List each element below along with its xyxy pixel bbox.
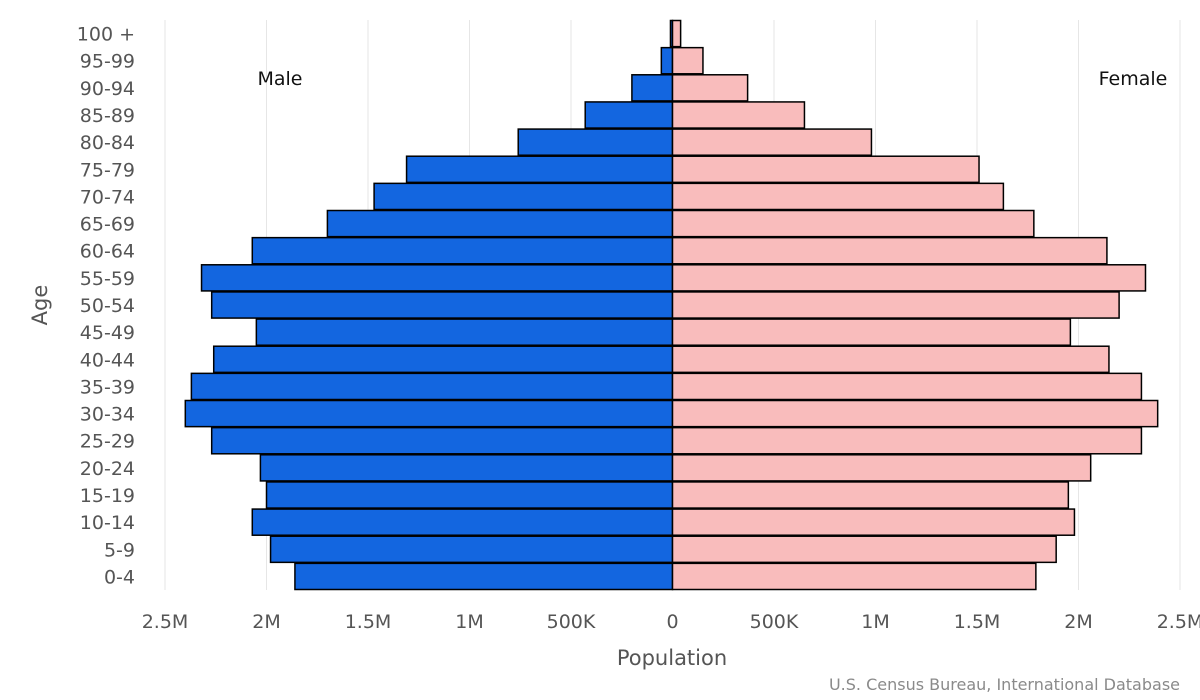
x-tick-label: 500K (750, 611, 799, 633)
x-tick-label: 500K (547, 611, 596, 633)
y-tick-label: 15-19 (80, 485, 135, 507)
x-axis-title: Population (617, 646, 727, 670)
y-tick-label: 70-74 (80, 186, 135, 208)
male-bar-75-79[interactable] (405, 155, 674, 184)
y-tick-label: 85-89 (80, 105, 135, 127)
x-tick-label: 1M (861, 611, 889, 633)
male-bar-80-84[interactable] (517, 128, 674, 156)
female-bar-90-94[interactable] (671, 74, 749, 102)
male-bar-10-14[interactable] (251, 508, 674, 536)
male-bar-5-9[interactable] (269, 535, 674, 564)
y-tick-label: 75-79 (80, 159, 135, 181)
male-bar-55-59[interactable] (200, 264, 674, 292)
female-bar-60-64[interactable] (671, 236, 1108, 265)
y-tick-label: 45-49 (80, 322, 135, 344)
female-bar-15-19[interactable] (671, 481, 1070, 509)
male-bar-65-69[interactable] (326, 209, 674, 238)
source-credit: U.S. Census Bureau, International Databa… (829, 675, 1180, 694)
x-tick-label: 0 (666, 611, 678, 633)
y-tick-label: 65-69 (80, 214, 135, 236)
female-bar-95-99[interactable] (671, 46, 704, 75)
female-bar-0-4[interactable] (671, 562, 1037, 591)
male-bar-95-99[interactable] (660, 46, 674, 75)
female-bar-70-74[interactable] (671, 182, 1005, 211)
x-tick-label: 2.5M (142, 611, 189, 633)
female-bar-80-84[interactable] (671, 128, 873, 156)
male-bar-70-74[interactable] (373, 182, 674, 211)
y-tick-label: 30-34 (80, 404, 135, 426)
x-tick-label: 2.5M (1157, 611, 1200, 633)
x-tick-label: 1M (455, 611, 483, 633)
female-bar-20-24[interactable] (671, 454, 1092, 482)
male-bar-30-34[interactable] (184, 399, 674, 428)
female-bar-45-49[interactable] (671, 318, 1072, 346)
male-bar-50-54[interactable] (210, 291, 674, 319)
y-tick-label: 90-94 (80, 78, 135, 100)
female-bar-10-14[interactable] (671, 508, 1076, 536)
x-tick-label: 2M (252, 611, 280, 633)
y-tick-label: 80-84 (80, 132, 135, 154)
female-bar-35-39[interactable] (671, 372, 1143, 401)
female-bar-75-79[interactable] (671, 155, 980, 184)
male-bar-15-19[interactable] (265, 481, 674, 509)
y-tick-label: 35-39 (80, 376, 135, 398)
male-bar-40-44[interactable] (212, 345, 674, 374)
y-tick-label: 100 + (77, 24, 135, 46)
female-bar-25-29[interactable] (671, 426, 1143, 455)
y-axis-title: Age (28, 285, 52, 326)
female-side-label: Female (1099, 68, 1168, 90)
male-side-label: Male (257, 68, 302, 90)
x-tick-label: 1.5M (954, 611, 1001, 633)
y-tick-label: 55-59 (80, 268, 135, 290)
female-bar-40-44[interactable] (671, 345, 1110, 374)
y-tick-label: 25-29 (80, 431, 135, 453)
female-bar-5-9[interactable] (671, 535, 1057, 564)
male-bar-45-49[interactable] (255, 318, 674, 346)
bars (184, 19, 1159, 591)
male-bar-35-39[interactable] (190, 372, 674, 401)
x-tick-label: 1.5M (345, 611, 392, 633)
female-bar-100+[interactable] (671, 19, 682, 48)
y-tick-label: 40-44 (80, 349, 135, 371)
female-bar-30-34[interactable] (671, 399, 1159, 428)
female-bar-85-89[interactable] (671, 101, 806, 129)
male-bar-20-24[interactable] (259, 454, 674, 482)
x-tick-label: 2M (1064, 611, 1092, 633)
y-tick-label: 60-64 (80, 241, 135, 263)
y-tick-label: 20-24 (80, 458, 135, 480)
y-tick-label: 50-54 (80, 295, 135, 317)
male-bar-60-64[interactable] (251, 236, 674, 265)
male-bar-25-29[interactable] (210, 426, 674, 455)
y-axis-ticks: 0-4 5-9 10-14 15-19 20-24 25-29 30-34 35-39 40-4… (77, 24, 135, 589)
male-bar-0-4[interactable] (294, 562, 674, 591)
x-axis-ticks: 2.5M 2M 1.5M 1M 500K 0 500K 1M 1.5M 2M 2.5M (142, 611, 1200, 633)
female-bar-55-59[interactable] (671, 264, 1147, 292)
female-bar-65-69[interactable] (671, 209, 1035, 238)
female-bar-50-54[interactable] (671, 291, 1120, 319)
y-tick-label: 5-9 (104, 539, 135, 561)
male-bar-85-89[interactable] (584, 101, 674, 129)
y-tick-label: 95-99 (80, 51, 135, 73)
male-bar-90-94[interactable] (631, 74, 674, 102)
y-tick-label: 10-14 (80, 512, 135, 534)
y-tick-label: 0-4 (104, 566, 135, 588)
